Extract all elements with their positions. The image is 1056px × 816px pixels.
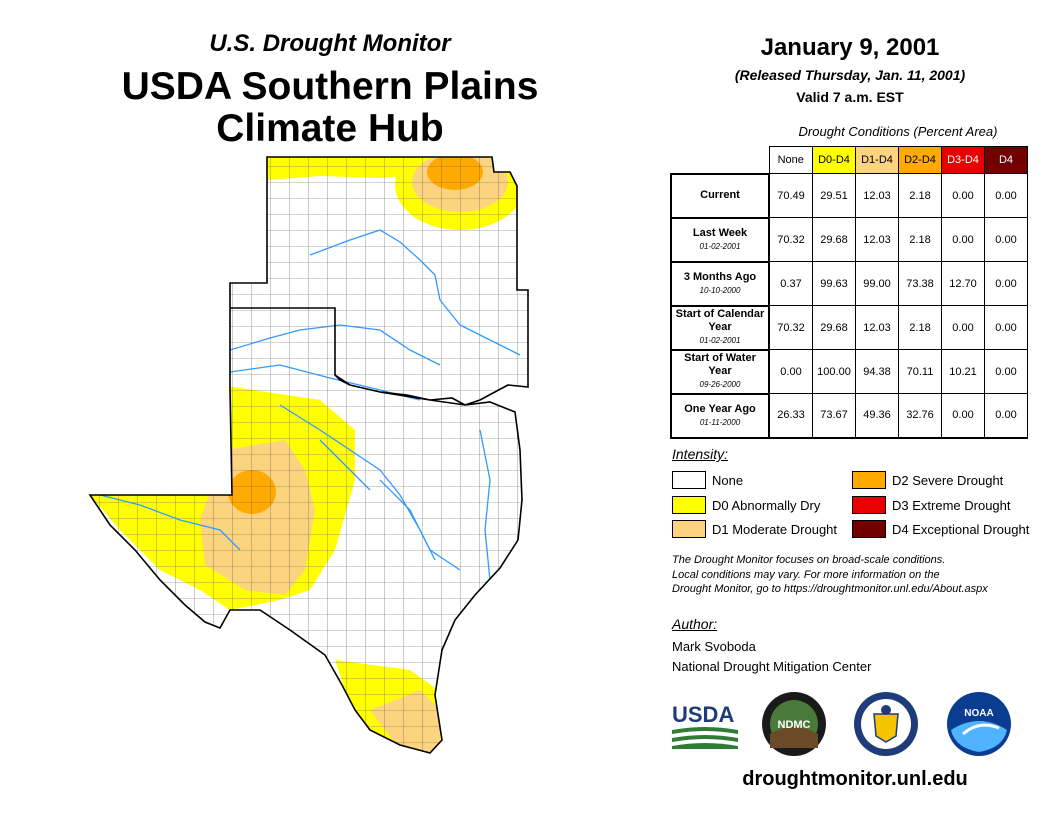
col-header-d3-d4: D3-D4: [941, 146, 985, 174]
disclaimer-note: The Drought Monitor focuses on broad-sca…: [672, 554, 988, 595]
row-label: Last Week 01-02-2001: [670, 216, 770, 262]
legend-swatch: [852, 471, 886, 489]
table-cell: 29.51: [812, 173, 856, 218]
col-header-d2-d4: D2-D4: [898, 146, 942, 174]
table-cell: 2.18: [898, 173, 942, 218]
table-cell: 12.70: [941, 261, 985, 306]
table-cell: 29.68: [812, 305, 856, 350]
table-cell: 100.00: [812, 349, 856, 394]
rivers: [99, 229, 521, 581]
col-header-d1-d4: D1-D4: [855, 146, 899, 174]
legend-item-d4: D4 Exceptional Drought: [852, 520, 1029, 538]
table-cell: 12.03: [855, 217, 899, 262]
table-cell: 0.00: [984, 173, 1028, 218]
map-date: January 9, 2001: [760, 34, 940, 61]
map-title-line1: USDA Southern Plains: [121, 65, 539, 108]
map-title: USDA Southern Plains Climate Hub: [60, 66, 600, 150]
table-cell: 12.03: [855, 305, 899, 350]
table-cell: 94.38: [855, 349, 899, 394]
table-cell: 99.63: [812, 261, 856, 306]
table-cell: 2.18: [898, 305, 942, 350]
svg-text:USDA: USDA: [672, 702, 734, 727]
usda-logo: USDA: [672, 702, 738, 749]
author-name: Mark Svoboda: [672, 639, 756, 654]
author-title: Author:: [672, 616, 718, 632]
table-cell: 73.38: [898, 261, 942, 306]
map-subtitle: U.S. Drought Monitor: [209, 30, 451, 57]
table-header-row: None D0-D4 D1-D4 D2-D4 D3-D4 D4: [671, 146, 1028, 174]
footer-url[interactable]: droughtmonitor.unl.edu: [742, 768, 968, 790]
row-label: One Year Ago 01-11-2000: [670, 392, 770, 439]
table-cell: 0.37: [768, 261, 813, 306]
table-row: Start of Water Year 09-26-2000 0.00 100.0…: [670, 348, 1028, 394]
row-label: Start of Calendar Year 01-02-2001: [670, 304, 770, 350]
legend-item-d1: D1 Moderate Drought: [672, 520, 837, 538]
table-cell: 49.36: [855, 393, 899, 439]
svg-text:NOAA: NOAA: [964, 708, 993, 719]
table-row: Last Week 01-02-2001 70.32 29.68 12.03 2.…: [670, 216, 1028, 262]
svg-text:NDMC: NDMC: [778, 719, 811, 731]
legend-swatch: [672, 520, 706, 538]
table-cell: 70.11: [898, 349, 942, 394]
map-title-line2: Climate Hub: [216, 107, 444, 150]
table-cell: 0.00: [941, 393, 985, 439]
legend-swatch: [852, 520, 886, 538]
legend-swatch: [672, 471, 706, 489]
commerce-seal-logo: [854, 692, 918, 756]
row-date: 10-10-2000: [699, 285, 741, 295]
table-cell: 12.03: [855, 173, 899, 218]
table-cell: 99.00: [855, 261, 899, 306]
table-cell: 0.00: [984, 349, 1028, 394]
legend-item-d2: D2 Severe Drought: [852, 471, 1003, 489]
legend-swatch: [852, 496, 886, 514]
table-cell: 73.67: [812, 393, 856, 439]
table-cell: 32.76: [898, 393, 942, 439]
table-caption: Drought Conditions (Percent Area): [798, 124, 998, 139]
intensity-title: Intensity:: [672, 446, 729, 462]
row-date: 01-02-2001: [699, 336, 741, 345]
table-cell: 0.00: [768, 349, 813, 394]
table-row: Start of Calendar Year 01-02-2001 70.32 2…: [670, 304, 1028, 350]
row-date: 01-02-2001: [699, 241, 741, 251]
table-cell: 0.00: [984, 261, 1028, 306]
row-label: Start of Water Year 09-26-2000: [670, 348, 770, 394]
legend-item-none: None: [672, 471, 743, 489]
table-row: One Year Ago 01-11-2000 26.33 73.67 49.36…: [670, 392, 1028, 439]
table-cell: 0.00: [941, 173, 985, 218]
table-cell: 70.49: [768, 173, 813, 218]
col-header-none: None: [768, 146, 813, 174]
legend-item-d3: D3 Extreme Drought: [852, 496, 1011, 514]
col-header-d4: D4: [984, 146, 1028, 174]
legend-item-d0: D0 Abnormally Dry: [672, 496, 820, 514]
table-cell: 0.00: [984, 305, 1028, 350]
col-header-d0-d4: D0-D4: [812, 146, 856, 174]
table-cell: 0.00: [984, 217, 1028, 262]
author-info: Mark Svoboda National Drought Mitigation…: [672, 637, 871, 677]
author-org: National Drought Mitigation Center: [672, 659, 872, 674]
table-cell: 26.33: [768, 393, 813, 439]
county-boundaries: [90, 157, 528, 753]
table-cell: 0.00: [984, 393, 1028, 439]
valid-time: Valid 7 a.m. EST: [796, 89, 904, 105]
table-row: 3 Months Ago 10-10-2000 0.37 99.63 99.00 …: [670, 260, 1028, 306]
row-date: 01-11-2000: [699, 417, 741, 427]
ndmc-logo: NDMC: [762, 692, 826, 756]
table-row: Current 70.49 29.51 12.03 2.18 0.00 0.00: [670, 172, 1028, 218]
release-date: (Released Thursday, Jan. 11, 2001): [734, 67, 966, 83]
table-cell: 70.32: [768, 305, 813, 350]
table-cell: 29.68: [812, 217, 856, 262]
table-cell: 0.00: [941, 217, 985, 262]
table-cell: 10.21: [941, 349, 985, 394]
legend-swatch: [672, 496, 706, 514]
drought-map: [89, 156, 529, 754]
table-cell: 0.00: [941, 305, 985, 350]
row-label: 3 Months Ago 10-10-2000: [670, 260, 770, 306]
row-date: 09-26-2000: [699, 380, 741, 389]
row-label: Current: [670, 172, 770, 218]
table-cell: 2.18: [898, 217, 942, 262]
noaa-logo: NOAA: [947, 692, 1011, 756]
drought-conditions-table: None D0-D4 D1-D4 D2-D4 D3-D4 D4 Current …: [670, 146, 1028, 439]
table-cell: 70.32: [768, 217, 813, 262]
table-header-blank: [671, 147, 769, 174]
